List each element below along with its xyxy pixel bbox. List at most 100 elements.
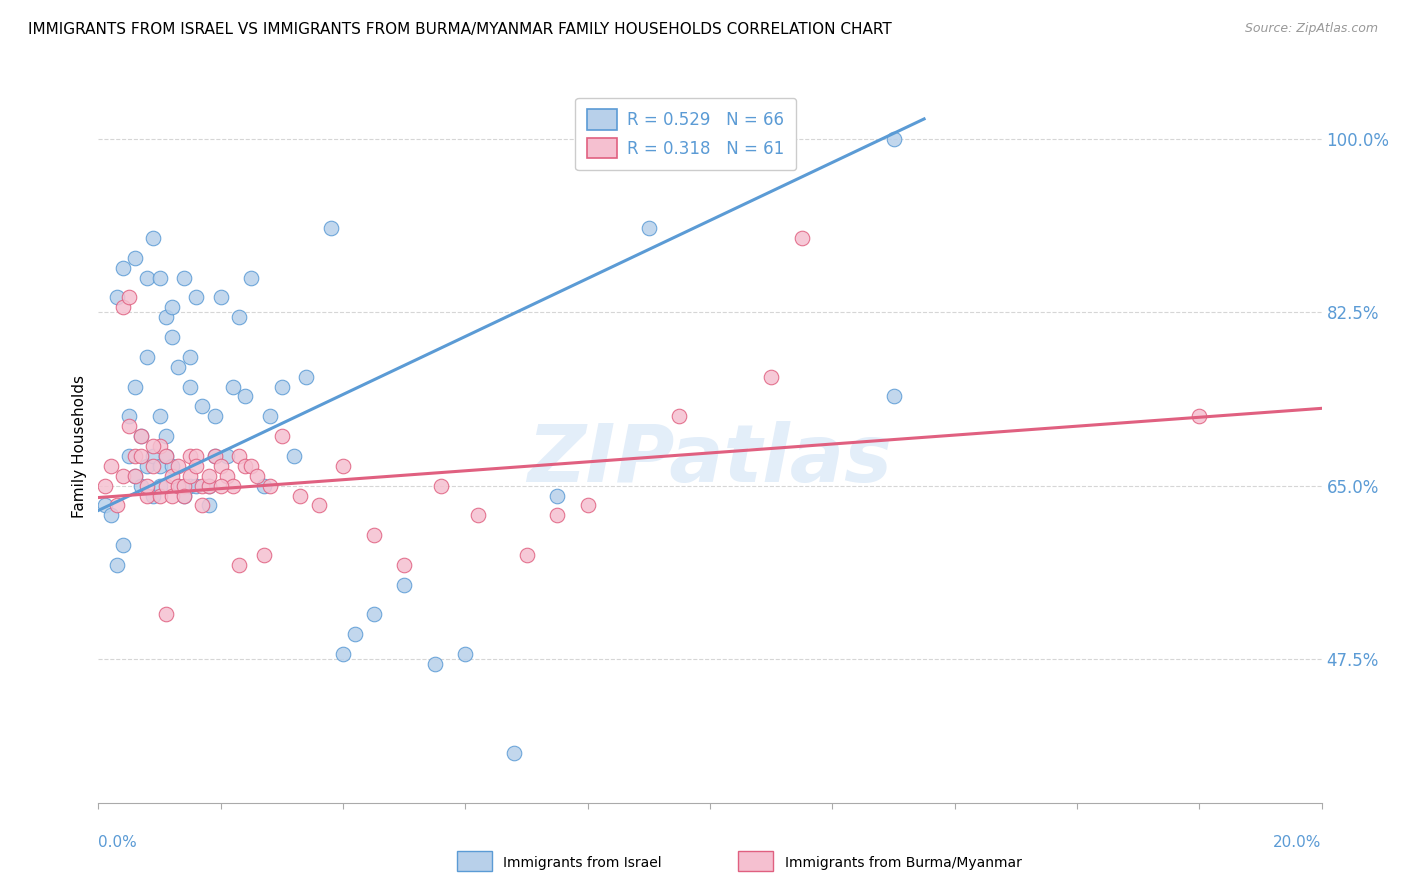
Point <box>129 429 152 443</box>
Point <box>124 449 146 463</box>
Point <box>204 409 226 424</box>
Point <box>215 468 238 483</box>
Point <box>160 468 183 483</box>
Point <box>637 221 661 235</box>
Point <box>209 290 232 304</box>
Point <box>136 350 159 364</box>
Point <box>118 409 141 424</box>
Point <box>136 489 159 503</box>
Point <box>149 489 172 503</box>
Point <box>252 548 274 562</box>
Point <box>363 607 385 622</box>
Point <box>179 350 201 364</box>
Point <box>332 647 354 661</box>
Point <box>124 379 146 393</box>
Point <box>179 379 201 393</box>
Point <box>546 489 568 503</box>
Point <box>197 478 219 492</box>
Point <box>233 389 256 403</box>
Point <box>100 508 122 523</box>
Y-axis label: Family Households: Family Households <box>72 375 87 517</box>
Point <box>204 449 226 463</box>
Point <box>173 489 195 503</box>
Point <box>270 429 292 443</box>
Point <box>186 478 208 492</box>
Point <box>308 499 330 513</box>
Point <box>233 458 256 473</box>
Point <box>191 499 214 513</box>
Point <box>240 270 263 285</box>
Point <box>118 449 141 463</box>
Point <box>118 419 141 434</box>
Point <box>149 458 172 473</box>
Point <box>290 489 312 503</box>
Point <box>136 458 159 473</box>
Point <box>363 528 385 542</box>
Point <box>883 389 905 403</box>
Point <box>790 231 813 245</box>
Point <box>204 449 226 463</box>
Point <box>173 478 195 492</box>
Point <box>129 449 152 463</box>
Text: 0.0%: 0.0% <box>98 836 138 850</box>
Point <box>155 449 177 463</box>
Point <box>160 458 183 473</box>
Text: 20.0%: 20.0% <box>1274 836 1322 850</box>
Point <box>155 310 177 325</box>
Point <box>167 458 190 473</box>
Point <box>160 300 183 314</box>
Point <box>246 468 269 483</box>
Point <box>179 468 201 483</box>
Point <box>129 478 152 492</box>
Point <box>197 468 219 483</box>
Point <box>252 478 274 492</box>
Point <box>186 458 208 473</box>
Point <box>142 489 165 503</box>
Point <box>118 290 141 304</box>
Point <box>136 478 159 492</box>
Point <box>111 300 134 314</box>
Point <box>186 449 208 463</box>
Point <box>344 627 367 641</box>
Point <box>111 468 134 483</box>
Point <box>228 310 250 325</box>
Point <box>155 607 177 622</box>
Point <box>160 330 183 344</box>
Point <box>516 548 538 562</box>
Point <box>423 657 446 671</box>
Point <box>197 478 219 492</box>
Point <box>167 478 190 492</box>
Point <box>111 538 134 552</box>
Point <box>173 489 195 503</box>
Point <box>259 478 281 492</box>
Point <box>259 409 281 424</box>
Text: ZIPatlas: ZIPatlas <box>527 421 893 500</box>
Point <box>430 478 453 492</box>
Point <box>142 458 165 473</box>
Point <box>173 270 195 285</box>
Point <box>142 449 165 463</box>
Point <box>105 558 128 572</box>
Point <box>191 400 214 414</box>
Point <box>105 290 128 304</box>
Point <box>228 558 250 572</box>
Point <box>111 260 134 275</box>
Point <box>142 439 165 453</box>
Point <box>283 449 305 463</box>
Point <box>883 132 905 146</box>
Text: IMMIGRANTS FROM ISRAEL VS IMMIGRANTS FROM BURMA/MYANMAR FAMILY HOUSEHOLDS CORREL: IMMIGRANTS FROM ISRAEL VS IMMIGRANTS FRO… <box>28 22 891 37</box>
Point <box>186 290 208 304</box>
Point <box>576 499 599 513</box>
Point <box>392 558 416 572</box>
Point <box>149 409 172 424</box>
Point <box>155 478 177 492</box>
Point <box>93 499 115 513</box>
Point <box>197 499 219 513</box>
Point <box>332 458 354 473</box>
Point <box>167 359 190 374</box>
Point <box>215 449 238 463</box>
Point <box>149 270 172 285</box>
Point <box>160 489 183 503</box>
Point <box>467 508 489 523</box>
Point <box>124 251 146 265</box>
